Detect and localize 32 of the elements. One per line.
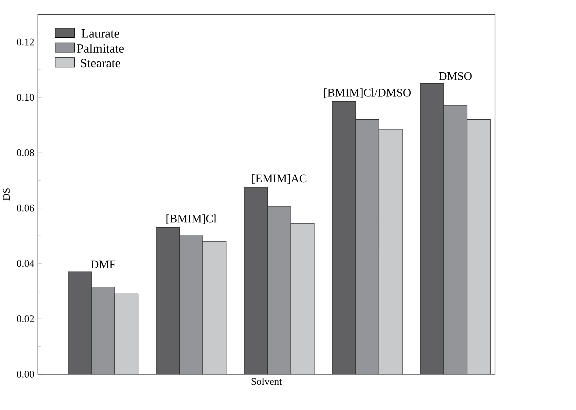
x-tick-label: DMSO <box>439 72 472 80</box>
bar <box>179 236 204 374</box>
bar <box>156 227 180 374</box>
bar <box>68 272 92 374</box>
x-tick-label: [BMIM]Cl <box>166 214 217 224</box>
bar <box>290 223 315 374</box>
y-tick-label: 0.00 <box>17 370 34 378</box>
x-tick-label: [EMIM]AC <box>252 174 307 184</box>
bar <box>444 105 468 374</box>
legend-label: Laurate <box>82 29 120 38</box>
bar <box>467 119 491 374</box>
bar <box>244 187 268 374</box>
legend-label: Palmitate <box>77 44 124 53</box>
y-tick-label: 0.12 <box>17 38 34 46</box>
y-axis-title: DS <box>3 188 10 201</box>
bar <box>420 83 444 374</box>
y-tick-label: 0.06 <box>17 204 34 212</box>
bar <box>356 119 380 374</box>
x-axis-title: Solvent <box>252 378 282 385</box>
legend-label: Stearate <box>81 58 121 68</box>
bar <box>202 241 227 374</box>
y-tick-label: 0.04 <box>17 260 34 267</box>
bar <box>378 128 403 374</box>
bar <box>91 286 116 374</box>
bar <box>332 101 356 374</box>
x-tick-label: DMF <box>91 260 116 268</box>
y-tick-label: 0.08 <box>17 149 34 156</box>
y-tick-label: 0.02 <box>17 315 34 322</box>
bar <box>268 206 292 374</box>
x-tick-label: [BMIM]Cl/DMSO <box>324 88 411 98</box>
y-tick-label: 0.10 <box>17 94 34 101</box>
bar <box>114 294 139 374</box>
